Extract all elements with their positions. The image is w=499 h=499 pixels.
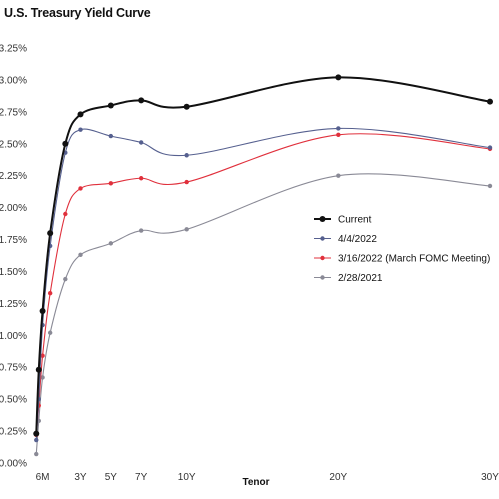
data-point — [108, 133, 114, 139]
x-axis: 6M 3Y 5Y 7Y 10Y 20Y 30Y — [36, 472, 499, 483]
legend: Current 4/4/2022 3/16/2022 (March FOMC Mee… — [314, 215, 490, 284]
y-tick-label: 2.75% — [0, 107, 27, 118]
legend-item: 2/28/2021 — [314, 273, 383, 284]
y-tick-label: 3.00% — [0, 75, 27, 86]
data-point — [108, 181, 114, 186]
data-point — [47, 330, 53, 335]
x-tick-label: 10Y — [178, 472, 196, 483]
y-tick-label: 0.00% — [0, 459, 27, 470]
data-point — [183, 103, 190, 110]
data-point — [40, 353, 45, 358]
legend-item: 4/4/2022 — [314, 234, 377, 245]
data-point — [184, 153, 189, 158]
y-tick-label: 2.00% — [0, 203, 27, 214]
data-point — [78, 186, 83, 191]
y-tick-label: 0.25% — [0, 427, 27, 438]
chart-title: U.S. Treasury Yield Curve — [4, 6, 151, 20]
series-2 — [34, 132, 493, 438]
data-point — [487, 145, 493, 150]
y-tick-label: 0.75% — [0, 363, 27, 374]
legend-swatch-marker — [320, 275, 325, 280]
x-tick-label: 30Y — [481, 472, 499, 483]
legend-swatch-marker — [320, 236, 325, 241]
data-point — [40, 375, 45, 380]
data-point — [487, 98, 493, 105]
data-point — [62, 140, 69, 147]
data-point — [63, 276, 68, 282]
x-tick-label: 3Y — [74, 472, 87, 483]
x-tick-label: 20Y — [329, 472, 347, 483]
data-point — [47, 230, 54, 237]
series-line — [35, 133, 491, 435]
y-tick-label: 1.75% — [0, 235, 27, 246]
data-point — [107, 102, 114, 109]
data-point — [335, 74, 342, 81]
y-axis: 0.00% 0.25% 0.50% 0.75% 1.00% 1.25% 1.50% 1.75%… — [0, 44, 27, 470]
data-point — [138, 140, 144, 145]
y-tick-label: 0.50% — [0, 395, 27, 406]
legend-label: 4/4/2022 — [338, 234, 377, 245]
data-point — [138, 228, 144, 233]
y-tick-label: 2.50% — [0, 139, 27, 150]
series-line — [35, 127, 491, 441]
data-point — [77, 111, 84, 118]
data-point — [184, 179, 189, 185]
data-point — [63, 211, 68, 217]
x-tick-label: 5Y — [105, 472, 118, 483]
legend-label: Current — [338, 215, 372, 226]
legend-label: 2/28/2021 — [338, 273, 383, 284]
series-line — [35, 173, 491, 455]
legend-label: 3/16/2022 (March FOMC Meeting) — [338, 254, 490, 265]
data-point — [47, 290, 53, 296]
x-axis-title: Tenor — [242, 477, 269, 488]
data-point — [138, 97, 145, 104]
data-point — [78, 252, 83, 258]
data-point — [487, 183, 493, 189]
y-tick-label: 2.25% — [0, 171, 27, 182]
data-point — [35, 366, 42, 373]
series-1 — [34, 126, 493, 443]
data-point — [34, 451, 39, 457]
legend-swatch-marker — [320, 255, 325, 261]
y-tick-label: 3.25% — [0, 44, 27, 55]
series-layer — [33, 74, 493, 457]
data-point — [34, 437, 39, 443]
y-tick-label: 1.25% — [0, 299, 27, 310]
legend-item: 3/16/2022 (March FOMC Meeting) — [314, 254, 490, 265]
data-point — [39, 308, 46, 315]
data-point — [184, 227, 189, 232]
legend-swatch-marker — [319, 216, 326, 222]
data-point — [336, 173, 341, 178]
x-tick-label: 7Y — [135, 472, 148, 483]
series-0 — [33, 74, 493, 437]
data-point — [336, 132, 341, 138]
data-point — [138, 176, 144, 181]
data-point — [78, 127, 83, 132]
y-tick-label: 1.00% — [0, 331, 27, 342]
data-point — [108, 241, 114, 246]
series-3 — [34, 173, 493, 457]
legend-item: Current — [314, 215, 372, 226]
data-point — [336, 126, 341, 131]
x-tick-label: 6M — [36, 472, 50, 483]
y-tick-label: 1.50% — [0, 267, 27, 278]
data-point — [33, 430, 40, 437]
